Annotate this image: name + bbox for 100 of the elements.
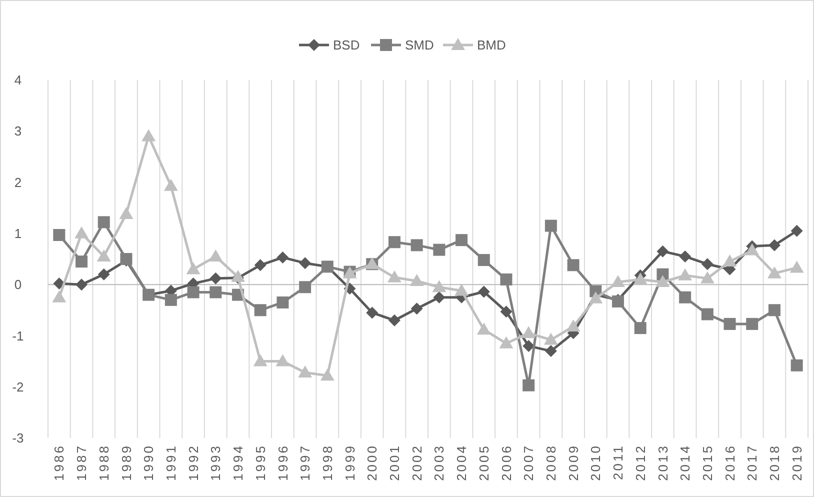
point [276, 354, 290, 366]
point [544, 220, 557, 232]
point [254, 259, 266, 272]
x-tick-label: 1989 [118, 444, 134, 481]
point [76, 256, 88, 268]
point [119, 206, 134, 219]
point [679, 250, 692, 262]
y-tick-label: 0 [14, 277, 22, 292]
point [522, 379, 535, 392]
point [500, 273, 512, 286]
legend-label: BMD [477, 38, 506, 53]
point [96, 249, 111, 262]
point [500, 306, 512, 318]
point [790, 260, 804, 273]
x-tick-label: 1995 [252, 444, 268, 481]
x-tick-label: 2015 [700, 444, 715, 481]
point [790, 359, 803, 372]
point [701, 258, 714, 270]
point [299, 257, 312, 270]
y-tick-label: -1 [12, 328, 24, 344]
point [320, 368, 334, 381]
point [410, 239, 423, 252]
x-tick-label: 1998 [320, 444, 335, 481]
x-tick-label: 1996 [275, 444, 290, 481]
point [588, 291, 603, 304]
y-tick-label: 3 [14, 124, 22, 139]
point [76, 278, 88, 291]
y-tick-label: 1 [14, 226, 22, 241]
x-tick-label: 1993 [208, 444, 224, 481]
point [454, 284, 469, 296]
x-tick-label: 2011 [610, 444, 626, 480]
point [433, 244, 446, 256]
point [388, 314, 400, 326]
point [433, 291, 446, 304]
x-tick-label: 1987 [74, 444, 90, 481]
point [276, 296, 289, 308]
point [767, 266, 782, 278]
point [701, 308, 714, 320]
point [253, 354, 268, 366]
point [746, 318, 758, 330]
point [298, 366, 312, 378]
point [254, 304, 266, 316]
point [656, 245, 669, 258]
point [74, 226, 89, 238]
point [164, 294, 177, 306]
x-tick-label: 2010 [588, 444, 604, 481]
x-tick-label: 2002 [409, 444, 424, 481]
x-tick-label: 1992 [186, 444, 201, 481]
point [745, 243, 760, 256]
point [478, 286, 490, 298]
point [724, 318, 736, 330]
point [98, 216, 110, 228]
point [276, 251, 289, 264]
point [656, 275, 670, 288]
legend-label: SMD [405, 38, 434, 53]
point [387, 270, 402, 282]
point [768, 304, 780, 316]
point [142, 129, 156, 142]
point [52, 290, 66, 302]
x-tick-label: 2009 [566, 444, 581, 481]
point [53, 228, 66, 241]
x-tick-label: 2012 [632, 444, 648, 481]
point [164, 178, 178, 191]
x-tick-label: 2003 [432, 444, 447, 481]
x-tick-label: 2001 [387, 444, 402, 481]
x-tick-label: 2013 [655, 444, 670, 481]
x-tick-label: 1994 [230, 444, 246, 481]
point [634, 322, 646, 334]
x-tick-label: 2008 [543, 444, 558, 481]
point [299, 281, 312, 294]
x-tick-label: 2014 [678, 444, 693, 481]
point [700, 271, 714, 284]
x-tick-label: 2006 [498, 444, 514, 481]
x-tick-label: 2019 [789, 444, 804, 481]
point [566, 320, 580, 332]
y-tick-label: 2 [14, 174, 22, 190]
point [410, 302, 423, 315]
point [186, 262, 200, 274]
point [611, 275, 625, 288]
point [679, 291, 692, 304]
point [208, 249, 223, 262]
point [366, 306, 378, 319]
point [388, 236, 400, 248]
x-tick-label: 2005 [476, 444, 492, 481]
x-tick-label: 1991 [163, 444, 178, 481]
x-tick-label: 2000 [364, 444, 380, 481]
x-tick-label: 2018 [767, 444, 782, 481]
y-tick-label: -2 [12, 379, 24, 394]
point [432, 280, 446, 292]
x-tick-label: 2007 [521, 444, 536, 481]
point [210, 272, 222, 284]
point [478, 254, 490, 266]
point [456, 234, 468, 246]
x-tick-label: 1988 [96, 444, 112, 481]
y-tick-label: -3 [12, 430, 24, 446]
x-tick-label: 1986 [52, 444, 67, 481]
point [410, 274, 424, 286]
x-tick-label: 2016 [722, 444, 738, 481]
point [722, 254, 737, 267]
point [768, 239, 780, 252]
